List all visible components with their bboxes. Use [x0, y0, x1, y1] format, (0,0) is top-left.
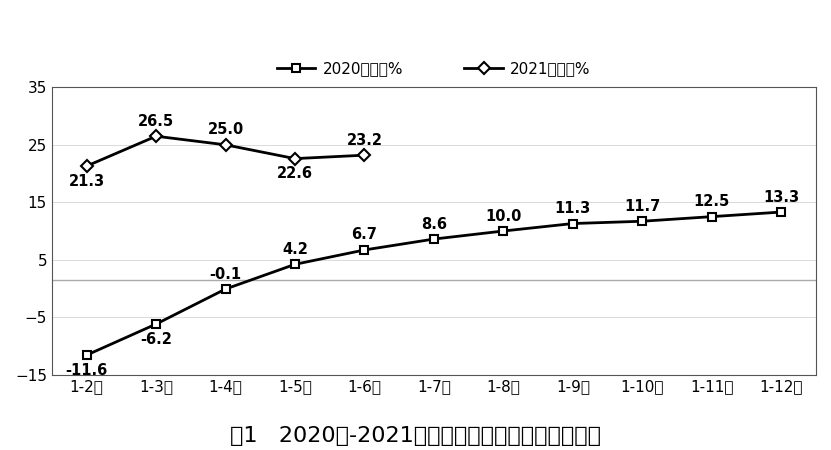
Text: 25.0: 25.0: [208, 122, 243, 137]
Text: 4.2: 4.2: [282, 242, 308, 257]
Text: 21.3: 21.3: [68, 174, 105, 189]
Text: 6.7: 6.7: [352, 228, 377, 243]
2020年增速%: [151, 321, 161, 327]
2021年增速%: [151, 134, 161, 139]
Text: 10.0: 10.0: [485, 208, 522, 224]
2020年增速%: [290, 261, 300, 267]
Text: 22.6: 22.6: [277, 166, 313, 181]
2021年增速%: [290, 156, 300, 161]
2021年增速%: [220, 142, 230, 148]
Text: 23.2: 23.2: [347, 133, 382, 148]
Legend: 2020年增速%, 2021年增速%: 2020年增速%, 2021年增速%: [271, 55, 597, 82]
Text: 12.5: 12.5: [694, 194, 730, 209]
Text: -6.2: -6.2: [140, 332, 172, 346]
2020年增速%: [429, 236, 439, 242]
Text: 8.6: 8.6: [421, 216, 447, 232]
2020年增速%: [81, 352, 91, 358]
2020年增速%: [707, 214, 717, 219]
2020年增速%: [637, 219, 647, 224]
2020年增速%: [568, 221, 578, 226]
2021年增速%: [81, 163, 91, 169]
Line: 2020年增速%: 2020年增速%: [82, 208, 785, 359]
2020年增速%: [776, 209, 786, 215]
2020年增速%: [360, 247, 370, 252]
Text: 图1   2020年-2021年上半年软件业务收入增长情况: 图1 2020年-2021年上半年软件业务收入增长情况: [230, 426, 601, 446]
Text: 11.7: 11.7: [624, 199, 661, 214]
Text: 26.5: 26.5: [138, 114, 175, 129]
Line: 2021年增速%: 2021年增速%: [82, 132, 369, 170]
Text: -11.6: -11.6: [66, 363, 108, 378]
2020年增速%: [220, 286, 230, 292]
Text: 11.3: 11.3: [555, 201, 591, 216]
Text: 13.3: 13.3: [763, 189, 799, 205]
2020年增速%: [499, 228, 509, 234]
Text: -0.1: -0.1: [209, 266, 242, 282]
2021年增速%: [360, 153, 370, 158]
